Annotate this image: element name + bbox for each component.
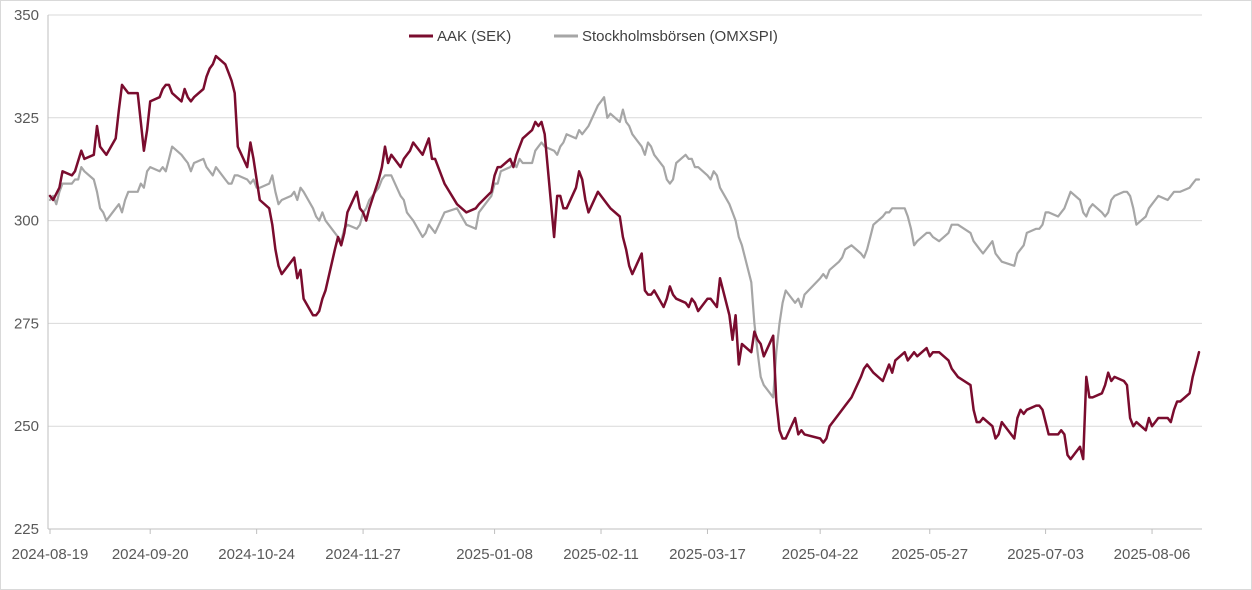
x-tick-label: 2025-01-08 bbox=[456, 546, 533, 563]
y-tick-label: 225 bbox=[14, 521, 39, 538]
series-lines bbox=[48, 54, 1201, 461]
x-tick-label: 2024-10-24 bbox=[218, 546, 295, 563]
legend-label: AAK (SEK) bbox=[437, 28, 511, 45]
x-tick-label: 2025-07-03 bbox=[1007, 546, 1084, 563]
axes bbox=[47, 15, 1202, 534]
y-axis-tick-labels: 225 250 275 300 325 350 bbox=[14, 7, 39, 538]
x-tick-label: 2024-11-27 bbox=[325, 546, 401, 563]
legend-label: Stockholmsbörsen (OMXSPI) bbox=[582, 28, 778, 45]
x-tick-label: 2025-08-06 bbox=[1114, 546, 1191, 563]
x-tick-label: 2025-05-27 bbox=[891, 546, 968, 563]
y-tick-label: 275 bbox=[14, 315, 39, 332]
y-tick-label: 325 bbox=[14, 110, 39, 127]
gridlines bbox=[48, 14, 1202, 427]
x-tick-label: 2024-08-19 bbox=[12, 546, 89, 563]
y-tick-label: 350 bbox=[14, 7, 39, 24]
x-tick-label: 2024-09-20 bbox=[112, 546, 189, 563]
x-tick-label: 2025-04-22 bbox=[782, 546, 859, 563]
x-tick-label: 2025-03-17 bbox=[669, 546, 746, 563]
legend-item-aak: AAK (SEK) bbox=[409, 28, 511, 45]
y-tick-label: 300 bbox=[14, 213, 39, 230]
series-line-omxspi bbox=[48, 96, 1201, 399]
series-line-aak bbox=[48, 54, 1201, 461]
y-tick-label: 250 bbox=[14, 418, 39, 435]
x-tick-label: 2025-02-11 bbox=[563, 546, 639, 563]
legend: AAK (SEK) Stockholmsbörsen (OMXSPI) bbox=[409, 28, 778, 45]
legend-item-omxspi: Stockholmsbörsen (OMXSPI) bbox=[554, 28, 778, 45]
x-axis-tick-labels: 2024-08-19 2024-09-20 2024-10-24 2024-11-27… bbox=[12, 546, 1191, 563]
